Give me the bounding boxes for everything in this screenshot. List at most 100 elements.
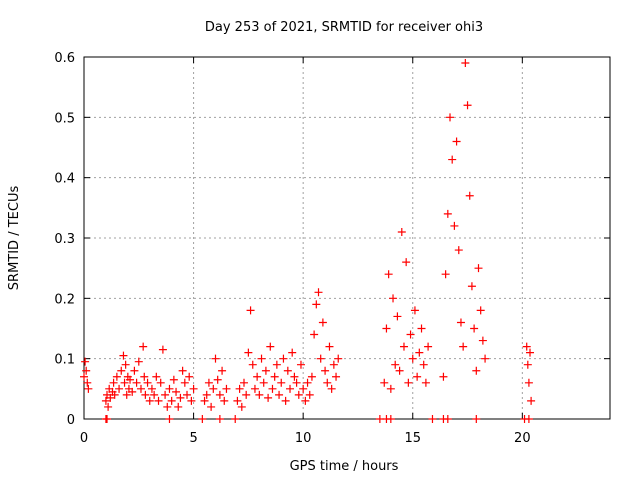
data-point <box>279 354 288 363</box>
data-point <box>448 155 457 164</box>
data-point <box>110 390 119 399</box>
data-point <box>183 390 192 399</box>
data-point <box>290 372 299 381</box>
axis-ticks: 0 0.1 0.2 0.3 0.4 0.5 0.6 0 5 10 15 20 <box>54 51 610 446</box>
data-point <box>165 415 174 423</box>
data-point <box>109 378 118 387</box>
data-point <box>382 324 391 333</box>
data-point <box>299 384 308 393</box>
data-point <box>250 384 259 393</box>
data-point <box>202 390 211 399</box>
data-point <box>461 59 470 68</box>
data-point <box>167 396 176 405</box>
data-point <box>380 378 389 387</box>
data-point <box>303 378 312 387</box>
data-point <box>454 246 463 255</box>
data-point <box>248 360 257 369</box>
data-point <box>172 387 181 396</box>
data-point <box>261 366 270 375</box>
y-tick-label: 0.4 <box>54 172 75 187</box>
y-tick-label: 0.2 <box>54 292 75 307</box>
data-point <box>104 402 113 411</box>
data-point <box>152 372 161 381</box>
data-point <box>259 378 268 387</box>
data-point <box>180 378 189 387</box>
data-point <box>235 384 244 393</box>
data-point <box>132 378 141 387</box>
data-point <box>136 384 145 393</box>
y-tick-label: 0 <box>67 413 75 428</box>
data-point <box>310 330 319 339</box>
data-point <box>244 348 253 357</box>
data-point <box>106 393 115 402</box>
data-point <box>318 318 327 327</box>
data-point <box>446 113 455 122</box>
data-point <box>406 330 415 339</box>
data-point <box>312 300 321 309</box>
data-point <box>257 354 266 363</box>
data-point <box>178 366 187 375</box>
y-tick-label: 0.3 <box>54 232 75 247</box>
data-point <box>176 393 185 402</box>
data-point <box>255 390 264 399</box>
data-point <box>268 384 277 393</box>
data-point <box>314 288 323 297</box>
data-point <box>213 375 222 384</box>
data-point <box>200 396 209 405</box>
data-point <box>524 378 533 387</box>
data-point <box>81 357 90 366</box>
data-point <box>82 366 91 375</box>
data-point <box>246 306 255 315</box>
data-point <box>128 387 137 396</box>
data-point <box>215 415 224 423</box>
x-tick-label: 10 <box>295 431 312 446</box>
data-point <box>292 378 301 387</box>
data-point <box>112 372 121 381</box>
data-point <box>327 384 336 393</box>
data-point <box>408 354 417 363</box>
data-point <box>211 354 220 363</box>
y-tick-label: 0.1 <box>54 353 75 368</box>
data-point <box>526 348 535 357</box>
data-point <box>222 384 231 393</box>
data-point <box>384 270 393 279</box>
data-point <box>120 378 129 387</box>
data-point <box>428 415 437 423</box>
data-point <box>237 402 246 411</box>
data-point <box>242 390 251 399</box>
data-point <box>481 354 490 363</box>
data-point <box>522 342 531 351</box>
data-point <box>145 396 154 405</box>
data-point <box>185 372 194 381</box>
data-point <box>272 360 281 369</box>
data-point <box>169 375 178 384</box>
data-point <box>288 348 297 357</box>
data-point <box>83 378 92 387</box>
data-point <box>80 372 88 381</box>
data-point <box>283 366 292 375</box>
data-point <box>316 354 325 363</box>
data-point <box>443 209 452 218</box>
data-point <box>161 390 170 399</box>
data-point <box>329 360 338 369</box>
data-point <box>134 357 143 366</box>
data-point <box>189 384 198 393</box>
data-point <box>296 360 305 369</box>
data-point <box>419 360 428 369</box>
data-point <box>323 378 332 387</box>
data-point <box>198 415 207 423</box>
data-point <box>450 221 459 230</box>
data-point <box>443 415 452 423</box>
data-point <box>305 390 314 399</box>
data-point <box>286 384 295 393</box>
data-point <box>156 378 165 387</box>
data-point <box>467 282 476 291</box>
chart-title: Day 253 of 2021, SRMTID for receiver ohi… <box>205 20 483 35</box>
y-tick-label: 0.5 <box>54 111 75 126</box>
data-point <box>130 366 139 375</box>
data-point <box>391 360 400 369</box>
data-point <box>239 378 248 387</box>
data-point <box>117 366 126 375</box>
data-point <box>163 402 172 411</box>
data-point <box>277 378 286 387</box>
